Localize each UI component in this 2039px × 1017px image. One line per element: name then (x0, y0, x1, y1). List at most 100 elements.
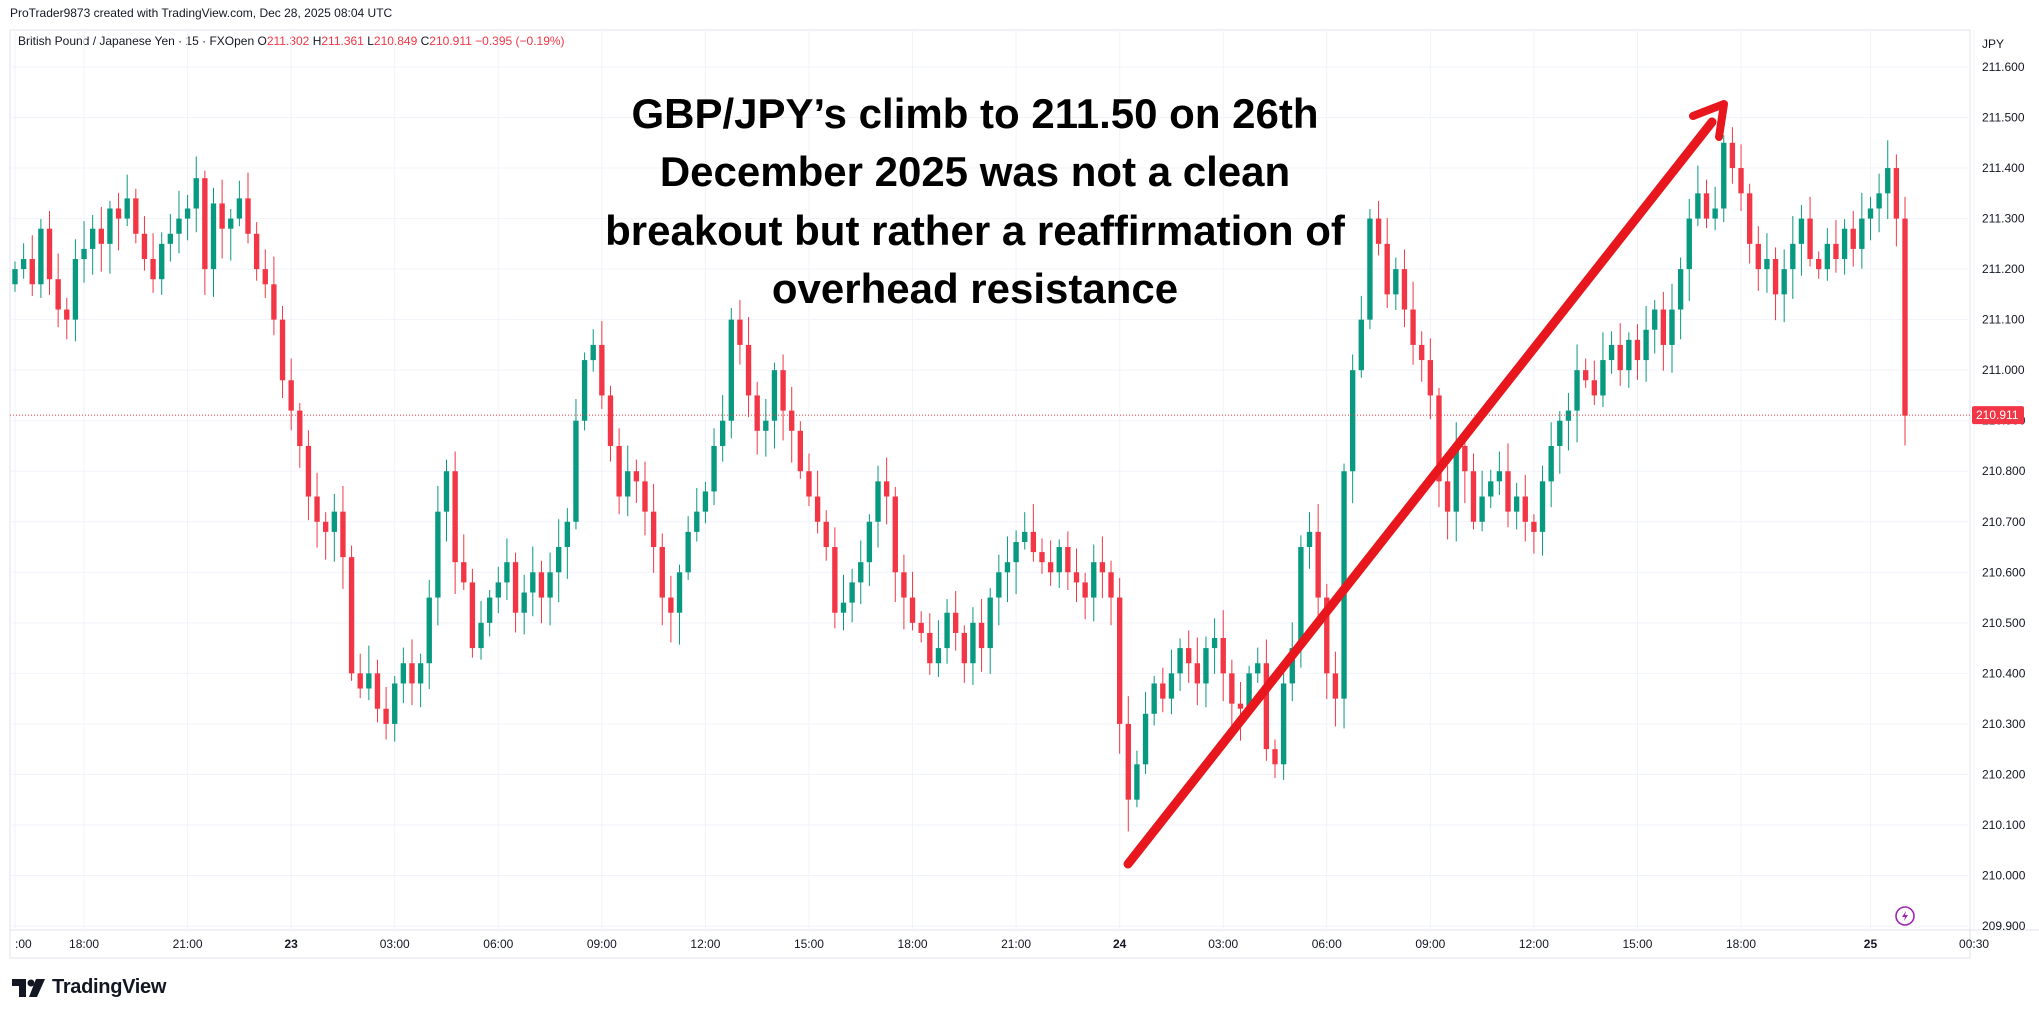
candle-body (1841, 228, 1848, 260)
candle-body (564, 521, 571, 548)
candle-body (789, 410, 795, 431)
candle-body (987, 597, 993, 649)
candle-body (1160, 683, 1166, 699)
candle-body (953, 612, 959, 633)
candle-body (590, 344, 596, 361)
tradingview-branding[interactable]: TradingView (12, 976, 166, 999)
candle-body (81, 248, 87, 260)
candle-body (1746, 193, 1753, 244)
candle-body (1410, 309, 1416, 345)
candle-body (1134, 764, 1140, 800)
legend-symbol: British Pound / Japanese Yen · 15 · FXOp… (18, 34, 255, 48)
candle-body (616, 445, 622, 497)
candle-body (1738, 168, 1744, 194)
x-tick-label: 09:00 (1415, 937, 1445, 951)
candle-body (875, 481, 881, 522)
symbol-legend: British Pound / Japanese Yen · 15 · FXOp… (18, 34, 565, 48)
attribution-header: ProTrader9873 created with TradingView.c… (10, 6, 393, 20)
candle-body (210, 203, 217, 270)
candle-body (262, 269, 268, 285)
candle-body (1393, 269, 1399, 295)
x-tick-label: :00 (15, 937, 32, 951)
candle-body (435, 511, 441, 598)
candle-body (495, 582, 501, 598)
candle-body (1453, 445, 1459, 512)
candle-body (305, 445, 312, 497)
candle-body (1859, 218, 1865, 249)
candle-body (55, 279, 61, 310)
candle-body (996, 572, 1002, 598)
candles (12, 127, 1908, 832)
time-axis[interactable]: :00 18:00 21:00 23 03:00 06:00 09:00 12:00 15:00… (15, 937, 2039, 951)
candle-body (1496, 471, 1503, 482)
candle-body (236, 198, 243, 219)
candle-body (840, 602, 847, 613)
candle-body (719, 420, 726, 446)
x-tick-label: 21:00 (173, 937, 203, 951)
tradingview-wordmark: TradingView (52, 976, 167, 998)
candle-body (530, 572, 536, 593)
trend-arrow (1123, 100, 1728, 869)
y-tick-label: 211.600 (1982, 60, 2025, 74)
candle-body (1695, 193, 1701, 219)
candle-body (1574, 370, 1580, 411)
y-tick-label: 210.800 (1982, 464, 2026, 478)
candle-body (676, 572, 683, 613)
candle-body (1660, 309, 1667, 345)
candle-body (832, 547, 838, 613)
candle-body (392, 683, 398, 724)
candle-body (650, 511, 657, 548)
candle-body (409, 663, 415, 684)
candle-body (1306, 531, 1313, 548)
candle-body (228, 218, 234, 229)
candle-body (426, 597, 432, 664)
candle-body (1626, 339, 1632, 371)
candle-body (512, 562, 519, 613)
x-tick-label: 06:00 (1312, 937, 1342, 951)
candle-body (504, 562, 510, 583)
candle-body (331, 511, 337, 532)
flash-icon[interactable] (1895, 906, 1915, 926)
candle-body (745, 344, 752, 396)
candle-body (279, 319, 286, 381)
x-tick-label: 06:00 (483, 937, 513, 951)
y-tick-label: 211.400 (1982, 161, 2025, 175)
candle-body (46, 228, 53, 280)
legend-close-value: 210.911 (429, 34, 472, 48)
candle-body (12, 269, 18, 285)
candle-body (642, 481, 648, 512)
candle-body (814, 496, 821, 522)
candle-body (1513, 496, 1520, 512)
candle-body (1557, 420, 1563, 446)
candle-body (1790, 243, 1796, 270)
candle-body (1099, 562, 1106, 573)
x-tick-label: 21:00 (1001, 937, 1031, 951)
candle-body (1816, 259, 1822, 270)
price-axis[interactable]: 211.600 211.500 211.400 211.300 211.200 211.1… (1982, 60, 2026, 933)
candle-body (599, 344, 605, 396)
candle-body (1876, 193, 1882, 209)
candle-body (1686, 218, 1692, 270)
x-tick-label: 12:00 (1519, 937, 1549, 951)
candle-body (167, 233, 174, 244)
candle-body (728, 319, 734, 421)
candle-body (978, 622, 985, 649)
candle-body (1470, 471, 1477, 522)
currency-label: JPY (1982, 37, 2004, 51)
candle-body (1108, 572, 1114, 598)
candle-body (1073, 572, 1080, 583)
x-tick-label: 09:00 (587, 937, 617, 951)
candle-body (1798, 218, 1805, 244)
candle-body (607, 395, 614, 446)
candle-body (20, 259, 27, 270)
candle-body (443, 471, 450, 512)
candle-body (1479, 496, 1485, 522)
candle-body (1047, 562, 1054, 573)
y-tick-label: 210.600 (1982, 565, 2026, 579)
candle-body (1772, 259, 1779, 295)
candle-body (547, 572, 553, 598)
candle-body (849, 582, 855, 603)
candle-body (1505, 471, 1511, 512)
x-tick-label: 15:00 (1622, 937, 1652, 951)
